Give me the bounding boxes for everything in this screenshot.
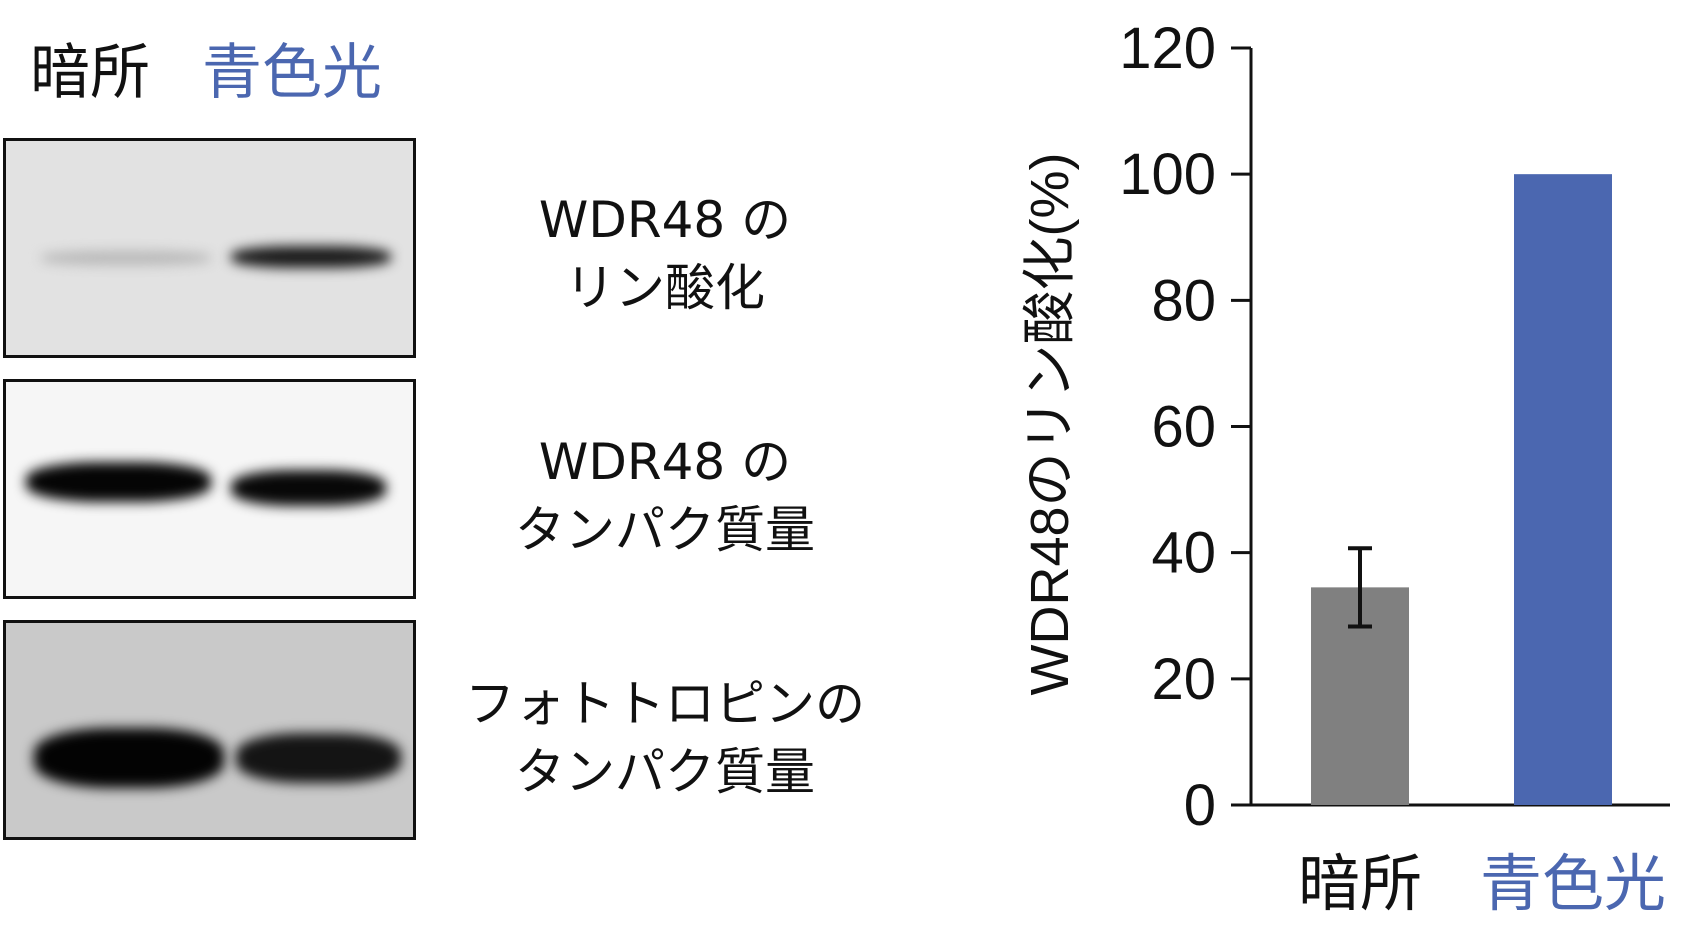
band-blue-light [231, 246, 391, 268]
bar-1 [1514, 174, 1612, 805]
blot-label-wdr48-protein: WDR48 の タンパク質量 [440, 428, 890, 564]
blot-panel-phototropin-protein [3, 620, 416, 840]
label-line: タンパク質量 [515, 501, 815, 559]
lane-label-blue-light: 青色光 [202, 38, 382, 108]
label-line: WDR48 の [538, 433, 792, 491]
band-dark [34, 728, 224, 788]
label-line: タンパク質量 [515, 743, 815, 801]
y-tick-label: 0 [1184, 773, 1216, 838]
y-tick-label: 100 [1119, 142, 1216, 207]
band-blue-light [231, 470, 386, 506]
label-line: WDR48 の [538, 191, 792, 249]
lane-label-dark: 暗所 [30, 38, 150, 108]
label-line: フォトトロピンの [465, 675, 865, 733]
y-tick-label: 80 [1151, 268, 1216, 333]
y-axis-label: WDR48のリン酸化(%) [1020, 152, 1080, 695]
y-tick-label: 120 [1119, 16, 1216, 81]
category-label: 暗所 [1298, 850, 1422, 919]
y-tick-label: 40 [1151, 521, 1216, 586]
blot-panel-wdr48-protein [3, 379, 416, 599]
blot-panel-phosphorylation [3, 138, 416, 358]
band-dark [41, 251, 211, 265]
y-tick-label: 20 [1151, 647, 1216, 712]
label-line: リン酸化 [565, 259, 765, 317]
y-tick-label: 60 [1151, 395, 1216, 460]
blot-label-phototropin-protein: フォトトロピンの タンパク質量 [440, 670, 890, 806]
band-dark [26, 462, 211, 502]
category-label: 青色光 [1480, 850, 1666, 919]
band-blue-light [236, 733, 401, 783]
blot-label-phosphorylation: WDR48 の リン酸化 [440, 186, 890, 322]
